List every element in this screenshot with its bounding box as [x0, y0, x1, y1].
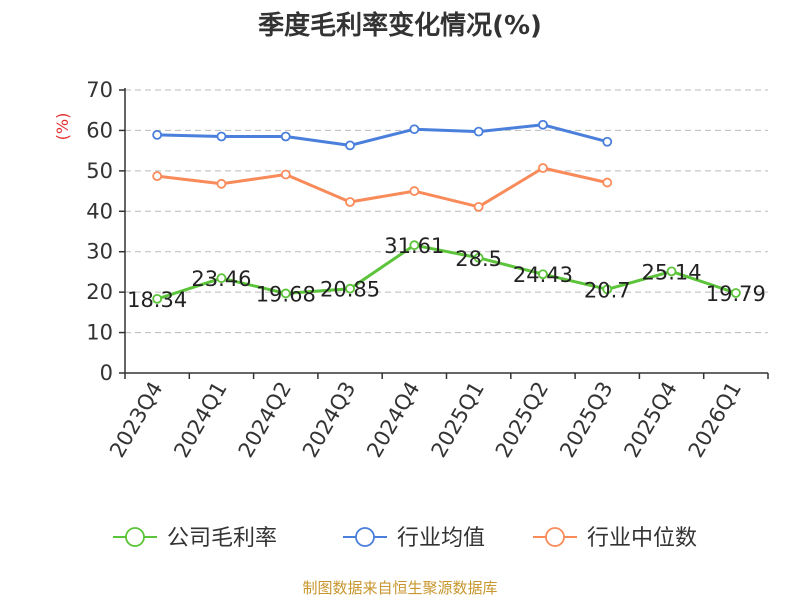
legend-marker	[355, 527, 375, 547]
data-label: 19.79	[706, 282, 766, 306]
y-tick-label: 0	[100, 361, 113, 385]
series-line	[155, 123, 609, 147]
y-tick-label: 60	[86, 118, 113, 142]
x-tick-label: 2024Q3	[298, 378, 360, 462]
data-point	[345, 197, 355, 207]
data-point	[280, 288, 291, 299]
x-tick-label: 2026Q1	[684, 378, 746, 462]
data-label: 19.68	[256, 282, 316, 306]
y-tick-label: 50	[86, 159, 113, 183]
data-label: 31.61	[384, 234, 444, 258]
x-tick-label: 2024Q1	[169, 378, 231, 462]
data-point	[216, 273, 227, 284]
data-point	[473, 126, 484, 137]
series-1	[152, 240, 741, 304]
data-label: 23.46	[191, 267, 251, 291]
y-tick-label: 20	[86, 280, 113, 304]
series-3	[152, 163, 613, 212]
x-tick-label: 2024Q4	[362, 378, 424, 462]
data-point	[602, 284, 613, 295]
x-tick-label: 2023Q4	[105, 378, 167, 462]
y-tick-label: 30	[86, 240, 113, 264]
grid-layer	[125, 89, 768, 334]
data-point	[666, 266, 677, 277]
data-label: 20.7	[584, 278, 631, 302]
y-tick-label: 70	[86, 78, 113, 102]
y-tick-label: 40	[86, 199, 113, 223]
data-point	[538, 269, 548, 280]
data-point	[409, 124, 420, 135]
legend-item-1[interactable]: 公司毛利率	[113, 526, 277, 551]
y-tick-label: 10	[86, 321, 113, 345]
legend-marker	[545, 527, 565, 547]
data-point	[602, 136, 613, 147]
data-point	[345, 140, 355, 151]
data-point	[152, 129, 163, 140]
series-line	[155, 243, 738, 301]
data-point	[409, 240, 420, 251]
source-note: 制图数据来自恒生聚源数据库	[302, 579, 497, 597]
data-label: 18.34	[127, 288, 187, 312]
legend[interactable]: 公司毛利率 行业均值 行业中位数	[113, 526, 697, 551]
x-tick-label: 2025Q3	[555, 378, 617, 462]
legend-item-3[interactable]: 行业中位数	[533, 526, 697, 551]
legend-marker	[125, 527, 145, 547]
series-line	[155, 166, 609, 209]
chart-title: 季度毛利率变化情况(%)	[258, 10, 542, 41]
data-point	[730, 288, 741, 298]
legend-label: 行业均值	[397, 526, 485, 551]
data-point	[152, 171, 163, 182]
data-point	[473, 252, 484, 263]
data-label: 20.85	[320, 278, 380, 302]
data-point	[473, 201, 484, 212]
data-point	[538, 119, 548, 130]
x-tick-label: 2025Q2	[491, 378, 553, 462]
data-point	[216, 131, 227, 142]
data-label: 25.14	[641, 260, 701, 284]
y-axis-label: (%)	[53, 113, 72, 141]
data-label: 24.43	[513, 263, 573, 287]
x-tick-label: 2025Q1	[427, 378, 489, 462]
data-point	[216, 178, 227, 189]
series-2	[152, 119, 613, 151]
data-point	[538, 163, 548, 173]
data-label: 28.5	[455, 247, 502, 271]
data-point	[602, 177, 613, 188]
data-point	[152, 293, 163, 304]
data-point	[280, 131, 291, 142]
legend-label: 行业中位数	[587, 526, 697, 551]
data-point	[280, 169, 291, 180]
legend-label: 公司毛利率	[167, 526, 277, 551]
legend-item-2[interactable]: 行业均值	[343, 526, 485, 551]
series-layer	[152, 119, 741, 304]
x-tick-label: 2025Q4	[619, 378, 681, 462]
data-point	[345, 283, 355, 294]
data-point	[409, 186, 420, 196]
x-tick-label: 2024Q2	[234, 378, 296, 462]
